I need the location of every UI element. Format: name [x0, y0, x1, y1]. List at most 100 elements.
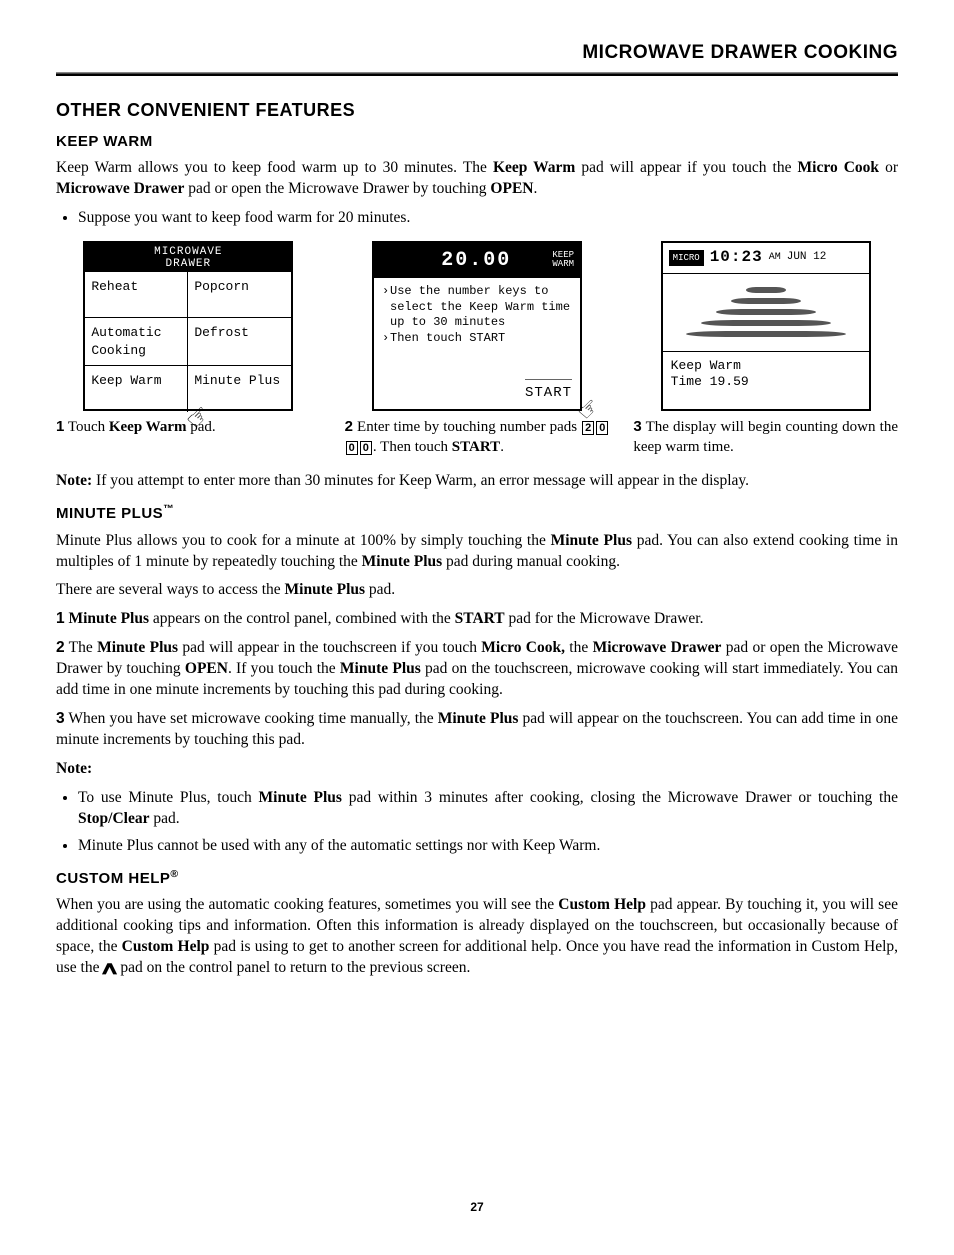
bold: Minute Plus	[551, 532, 632, 549]
text: To use Minute Plus, touch	[78, 789, 259, 806]
lcd-title: MICROWAVE DRAWER	[85, 243, 291, 272]
text: The display will begin counting down the…	[633, 419, 898, 455]
text: . Then touch	[373, 439, 452, 455]
menu-keep-warm[interactable]: Keep Warm ☞	[85, 366, 188, 412]
section-heading: OTHER CONVENIENT FEATURES	[56, 98, 898, 122]
bullet-item: To use Minute Plus, touch Minute Plus pa…	[78, 788, 898, 830]
kw-l2: WARM	[552, 259, 574, 269]
bold: Minute Plus	[69, 610, 150, 627]
minute-plus-step-3: 3 When you have set microwave cooking ti…	[56, 709, 898, 751]
bold: Note:	[56, 472, 92, 489]
wave-arc	[716, 309, 816, 315]
wave-arc	[686, 331, 846, 337]
wave-arc	[701, 320, 831, 326]
step-number: 1	[56, 610, 65, 627]
lcd-status-text: Keep Warm Time 19.59	[663, 352, 869, 398]
bold: Minute Plus	[362, 553, 443, 570]
figure-3: MICRO 10:23 AM JUN 12 Keep Warm Time 19.…	[633, 241, 898, 411]
keep-warm-heading: KEEP WARM	[56, 132, 898, 152]
menu-minute-plus[interactable]: Minute Plus	[188, 366, 291, 412]
bold: Keep Warm	[109, 419, 187, 435]
bullet-item: Minute Plus cannot be used with any of t…	[78, 836, 898, 857]
microwave-waves-icon	[663, 274, 869, 352]
lcd-entry-screen: 20.00 KEEP WARM Use the number keys to s…	[372, 241, 582, 411]
lcd-status-bar: MICRO 10:23 AM JUN 12	[663, 243, 869, 274]
bold: Micro Cook,	[481, 639, 565, 656]
text: The	[65, 639, 97, 656]
text: . If you touch the	[228, 660, 340, 677]
custom-help-heading: CUSTOM HELP®	[56, 867, 898, 889]
text: Touch	[64, 419, 109, 435]
status-l2: Time 19.59	[671, 374, 861, 391]
start-button[interactable]: START	[525, 379, 572, 403]
menu-popcorn[interactable]: Popcorn	[188, 272, 291, 318]
step-number: 2	[56, 639, 65, 656]
bold: Microwave Drawer	[56, 180, 184, 197]
status-l1: Keep Warm	[671, 358, 861, 375]
text: pad will appear in the touchscreen if yo…	[178, 639, 481, 656]
heading-text: CUSTOM HELP	[56, 870, 170, 887]
lcd-mode-badge: KEEP WARM	[552, 251, 574, 269]
bold: Microwave Drawer	[593, 639, 722, 656]
bold: Minute Plus	[285, 581, 366, 598]
lcd-menu-screen: MICROWAVE DRAWER Reheat Popcorn Automati…	[83, 241, 293, 411]
bold: OPEN	[490, 180, 533, 197]
bold: Note:	[56, 760, 92, 777]
bold: Minute Plus	[340, 660, 421, 677]
caption-row: 1 Touch Keep Warm pad. 2 Enter time by t…	[56, 417, 898, 458]
keep-warm-note: Note: If you attempt to enter more than …	[56, 471, 898, 492]
clock-time: 10:23	[710, 247, 763, 269]
text: pad or open the Microwave Drawer by touc…	[184, 180, 490, 197]
text: pad during manual cooking.	[442, 553, 620, 570]
page-header-title: MICROWAVE DRAWER COOKING	[56, 40, 898, 66]
page-number: 27	[56, 1199, 898, 1215]
wave-arc	[731, 298, 801, 304]
text: If you attempt to enter more than 30 min…	[92, 472, 749, 489]
lcd-title-l1: MICROWAVE	[154, 246, 222, 258]
caption-3: 3 The display will begin counting down t…	[633, 417, 898, 458]
text: the	[565, 639, 593, 656]
bold: Custom Help	[122, 938, 210, 955]
minute-plus-note-label: Note:	[56, 759, 898, 780]
text: appears on the control panel, combined w…	[149, 610, 455, 627]
bullet-item: Suppose you want to keep food warm for 2…	[78, 208, 898, 229]
text: There are several ways to access the	[56, 581, 285, 598]
figure-1: MICROWAVE DRAWER Reheat Popcorn Automati…	[56, 241, 321, 411]
bold: Keep Warm	[493, 159, 575, 176]
bold: Custom Help	[558, 896, 646, 913]
heading-text: MINUTE PLUS	[56, 505, 163, 522]
menu-defrost[interactable]: Defrost	[188, 318, 291, 366]
bold: START	[452, 439, 500, 455]
step-number: 3	[633, 418, 641, 435]
lcd-instructions: Use the number keys to select the Keep W…	[374, 278, 580, 352]
keypad-digit: 0	[360, 441, 372, 455]
text: or	[879, 159, 898, 176]
text: pad for the Microwave Drawer.	[505, 610, 704, 627]
custom-help-para: When you are using the automatic cooking…	[56, 895, 898, 979]
text: When you have set microwave cooking time…	[65, 710, 438, 727]
text: pad.	[149, 810, 179, 827]
minute-plus-heading: MINUTE PLUS™	[56, 502, 898, 524]
text: pad on the control panel to return to th…	[117, 959, 471, 976]
lcd-countdown-screen: MICRO 10:23 AM JUN 12 Keep Warm Time 19.…	[661, 241, 871, 411]
lcd-title-l2: DRAWER	[166, 258, 212, 270]
text: .	[500, 439, 504, 455]
minute-plus-step-2: 2 The Minute Plus pad will appear in the…	[56, 638, 898, 701]
clock-date: JUN 12	[787, 250, 827, 265]
menu-automatic-cooking[interactable]: Automatic Cooking	[85, 318, 188, 366]
keep-warm-intro: Keep Warm allows you to keep food warm u…	[56, 158, 898, 200]
text: When you are using the automatic cooking…	[56, 896, 558, 913]
text: Enter time by touching number pads	[353, 419, 581, 435]
minute-plus-bullets: To use Minute Plus, touch Minute Plus pa…	[56, 788, 898, 857]
step-number: 2	[345, 418, 353, 435]
figure-2: 20.00 KEEP WARM Use the number keys to s…	[345, 241, 610, 411]
bold: Minute Plus	[259, 789, 342, 806]
clock-ampm: AM	[769, 251, 781, 265]
figure-row: MICROWAVE DRAWER Reheat Popcorn Automati…	[56, 241, 898, 411]
instr-line-2: Then touch START	[382, 331, 572, 347]
keypad-digit: 0	[346, 441, 358, 455]
registered-symbol: ®	[170, 868, 178, 880]
lcd-menu-grid: Reheat Popcorn Automatic Cooking Defrost…	[85, 272, 291, 412]
menu-reheat[interactable]: Reheat	[85, 272, 188, 318]
micro-badge: MICRO	[669, 250, 704, 266]
